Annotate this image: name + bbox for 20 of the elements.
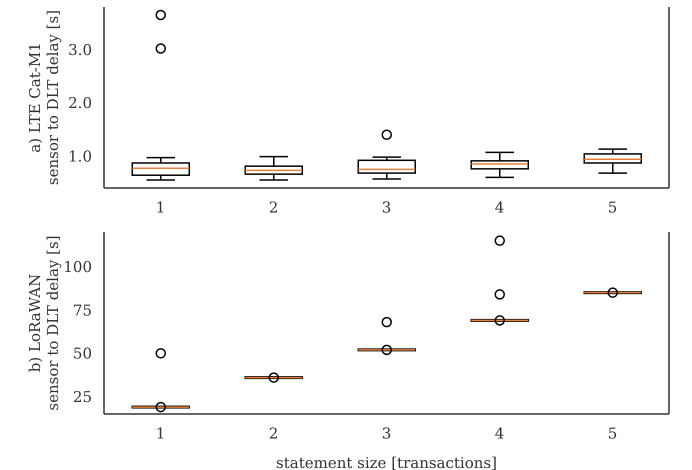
- y-axis-title: b) LoRaWAN sensor to DLT delay [s]: [26, 235, 62, 411]
- x-tick-label: 2: [268, 198, 278, 217]
- x-tick-label: 5: [608, 198, 618, 217]
- x-tick-label: 1: [156, 424, 166, 443]
- x-tick-label: 3: [382, 424, 392, 443]
- x-tick-label: 5: [608, 424, 618, 443]
- y-tick-label: 3.0: [68, 40, 92, 59]
- x-tick-label: 4: [494, 424, 504, 443]
- x-tick-label: 4: [494, 198, 504, 217]
- x-tick-label: 1: [156, 198, 166, 217]
- x-axis-title: statement size [transactions]: [276, 454, 497, 470]
- y-tick-label: 1.0: [68, 147, 92, 166]
- y-tick-label: 75: [72, 301, 92, 320]
- y-tick-label: 2.0: [68, 94, 92, 112]
- x-tick-label: 2: [268, 424, 278, 443]
- y-tick-label: 25: [72, 388, 92, 406]
- x-tick-label: 3: [382, 198, 392, 217]
- y-tick-label: 50: [72, 344, 92, 363]
- y-tick-label: 100: [63, 258, 92, 276]
- y-axis-title: a) LTE Cat-M1 sensor to DLT delay [s]: [26, 10, 62, 186]
